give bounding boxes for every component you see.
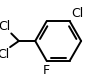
Text: Cl: Cl: [0, 48, 9, 61]
Text: Cl: Cl: [71, 7, 84, 20]
Text: F: F: [42, 64, 49, 77]
Text: Cl: Cl: [0, 20, 10, 33]
